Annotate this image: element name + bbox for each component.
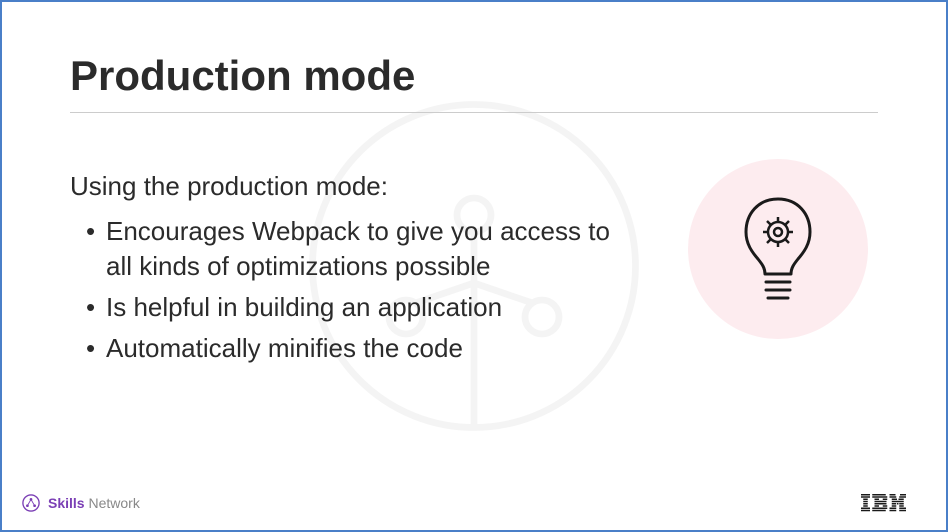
skills-network-icon: [22, 494, 40, 512]
slide-footer: Skills Network: [2, 494, 946, 512]
intro-text: Using the production mode:: [70, 169, 638, 204]
skills-network-branding: Skills Network: [22, 494, 140, 512]
ibm-logo: [861, 494, 906, 512]
skills-light-label: Network: [85, 495, 140, 511]
text-column: Using the production mode: Encourages We…: [70, 169, 638, 372]
skills-bold-label: Skills: [48, 495, 85, 511]
bullet-list: Encourages Webpack to give you access to…: [70, 214, 638, 366]
skills-network-text: Skills Network: [48, 495, 140, 511]
bullet-item: Encourages Webpack to give you access to…: [86, 214, 638, 284]
slide-title: Production mode: [70, 52, 878, 113]
slide-content: Production mode Using the production mod…: [2, 2, 946, 530]
slide-body: Using the production mode: Encourages We…: [70, 169, 878, 372]
graphic-column: [678, 159, 878, 339]
bullet-item: Automatically minifies the code: [86, 331, 638, 366]
bullet-item: Is helpful in building an application: [86, 290, 638, 325]
icon-background-circle: [688, 159, 868, 339]
lightbulb-gear-icon: [738, 194, 818, 304]
